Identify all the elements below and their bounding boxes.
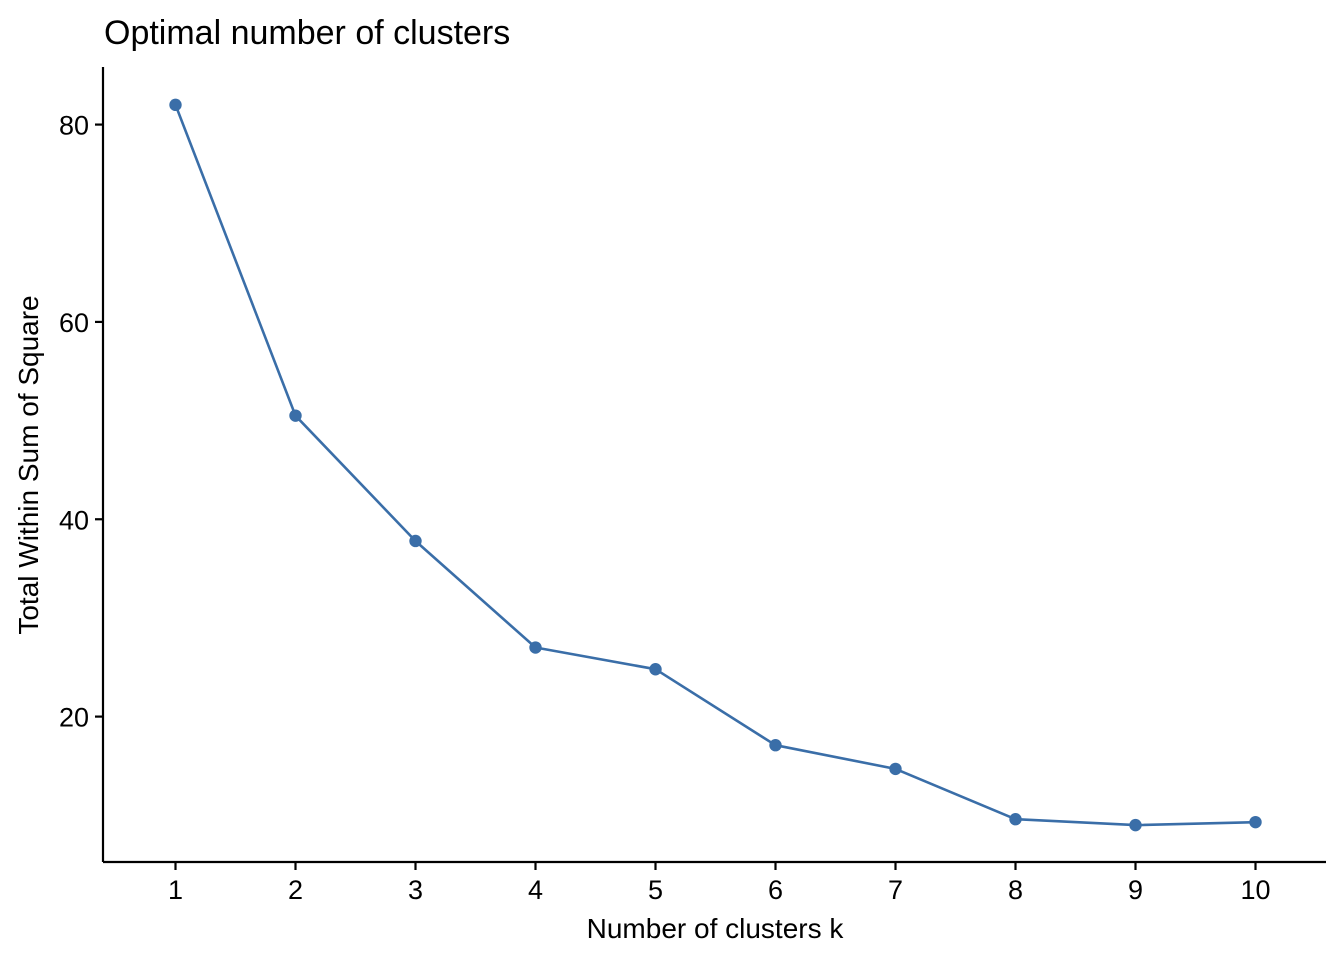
chart-title: Optimal number of clusters [104,14,510,52]
data-point [649,663,662,676]
x-tick-label: 8 [1008,875,1023,905]
x-tick-label: 6 [768,875,783,905]
x-tick-label: 2 [288,875,303,905]
data-point [889,762,902,776]
data-point [289,409,302,422]
y-tick-label: 80 [59,111,89,141]
x-axis-title: Number of clusters k [587,913,845,944]
x-tick-label: 3 [408,875,423,905]
x-ticks: 1 2 3 4 5 6 7 8 9 10 [168,862,1271,905]
plot-area: 20 40 60 80 1 2 3 4 5 6 7 8 9 10 [59,67,1326,905]
data-point [409,534,422,548]
data-point [1129,818,1142,832]
data-point [1249,815,1262,829]
x-tick-label: 4 [528,875,543,905]
data-point [169,98,182,112]
y-axis-title: Total Within Sum of Square [13,295,44,634]
y-ticks: 20 40 60 80 [59,111,103,733]
data-point [769,739,782,752]
y-tick-label: 40 [59,505,89,535]
y-tick-label: 60 [59,308,89,338]
data-point [529,641,542,654]
x-tick-label: 7 [888,875,903,905]
series-line [174,104,1256,827]
data-point [1009,813,1022,826]
x-tick-label: 1 [168,875,183,905]
x-tick-label: 5 [648,875,663,905]
y-tick-label: 20 [59,703,89,733]
x-tick-label: 10 [1240,875,1270,905]
x-tick-label: 9 [1128,875,1143,905]
series-group [169,98,1262,832]
